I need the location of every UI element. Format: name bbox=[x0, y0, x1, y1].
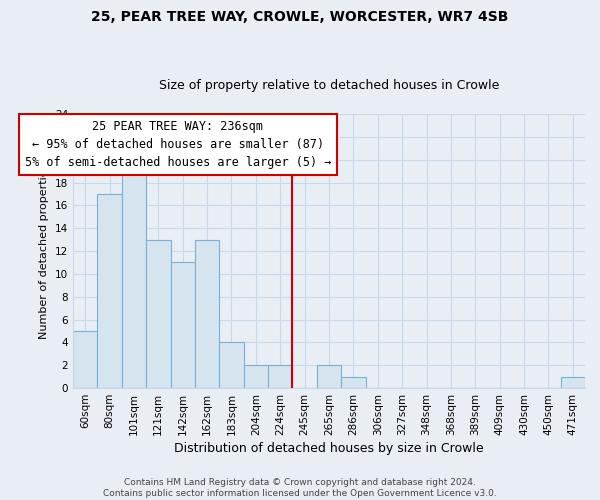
Title: Size of property relative to detached houses in Crowle: Size of property relative to detached ho… bbox=[159, 79, 499, 92]
Text: 25 PEAR TREE WAY: 236sqm
← 95% of detached houses are smaller (87)
5% of semi-de: 25 PEAR TREE WAY: 236sqm ← 95% of detach… bbox=[25, 120, 331, 168]
Text: 25, PEAR TREE WAY, CROWLE, WORCESTER, WR7 4SB: 25, PEAR TREE WAY, CROWLE, WORCESTER, WR… bbox=[91, 10, 509, 24]
Bar bbox=[97, 194, 122, 388]
Bar bbox=[268, 365, 292, 388]
Bar bbox=[219, 342, 244, 388]
Bar bbox=[317, 365, 341, 388]
Bar bbox=[341, 376, 365, 388]
Bar bbox=[560, 376, 585, 388]
Bar bbox=[146, 240, 170, 388]
X-axis label: Distribution of detached houses by size in Crowle: Distribution of detached houses by size … bbox=[174, 442, 484, 455]
Bar bbox=[73, 331, 97, 388]
Bar bbox=[122, 160, 146, 388]
Bar bbox=[195, 240, 219, 388]
Text: Contains HM Land Registry data © Crown copyright and database right 2024.
Contai: Contains HM Land Registry data © Crown c… bbox=[103, 478, 497, 498]
Bar bbox=[170, 262, 195, 388]
Y-axis label: Number of detached properties: Number of detached properties bbox=[40, 164, 49, 338]
Bar bbox=[244, 365, 268, 388]
